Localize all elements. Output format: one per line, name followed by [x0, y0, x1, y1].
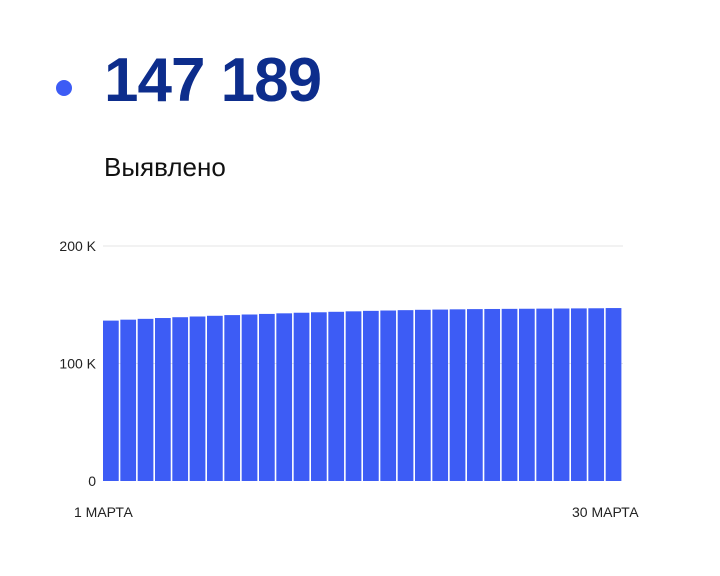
- bar: [397, 310, 414, 481]
- y-tick-label: 200 K: [59, 238, 96, 254]
- x-tick-label-start: 1 МАРТА: [74, 504, 133, 520]
- bar: [293, 312, 310, 481]
- bar: [415, 309, 431, 481]
- bar: [120, 319, 137, 481]
- y-axis-ticks: 200 K 100 K 0: [59, 238, 96, 489]
- bar: [484, 308, 501, 481]
- y-tick-label: 100 K: [59, 356, 96, 372]
- bar: [137, 318, 154, 481]
- bar: [605, 308, 622, 481]
- bar: [328, 311, 345, 481]
- bar: [449, 309, 466, 481]
- bar: [103, 320, 119, 481]
- bar: [155, 318, 171, 481]
- x-tick-label-end: 30 МАРТА: [572, 504, 639, 520]
- bar: [311, 312, 327, 481]
- bar: [207, 315, 223, 481]
- bar: [519, 308, 535, 481]
- bar: [224, 315, 241, 481]
- bar: [467, 309, 483, 481]
- bar: [345, 311, 362, 481]
- headline-value: 147 189: [104, 46, 322, 115]
- bar: [380, 310, 397, 481]
- bar: [536, 308, 553, 481]
- headline-label: Выявлено: [104, 152, 226, 182]
- bar: [172, 317, 189, 481]
- bar: [259, 313, 275, 481]
- bar: [276, 313, 293, 481]
- bar: [363, 310, 379, 481]
- bar: [189, 316, 206, 481]
- bar: [553, 308, 570, 481]
- bar: [432, 309, 449, 481]
- bars: [103, 308, 622, 481]
- bar: [241, 314, 258, 481]
- bar: [588, 308, 605, 481]
- bar: [571, 308, 587, 481]
- y-tick-label: 0: [88, 473, 96, 489]
- bar: [501, 308, 518, 481]
- series-dot: [56, 80, 72, 96]
